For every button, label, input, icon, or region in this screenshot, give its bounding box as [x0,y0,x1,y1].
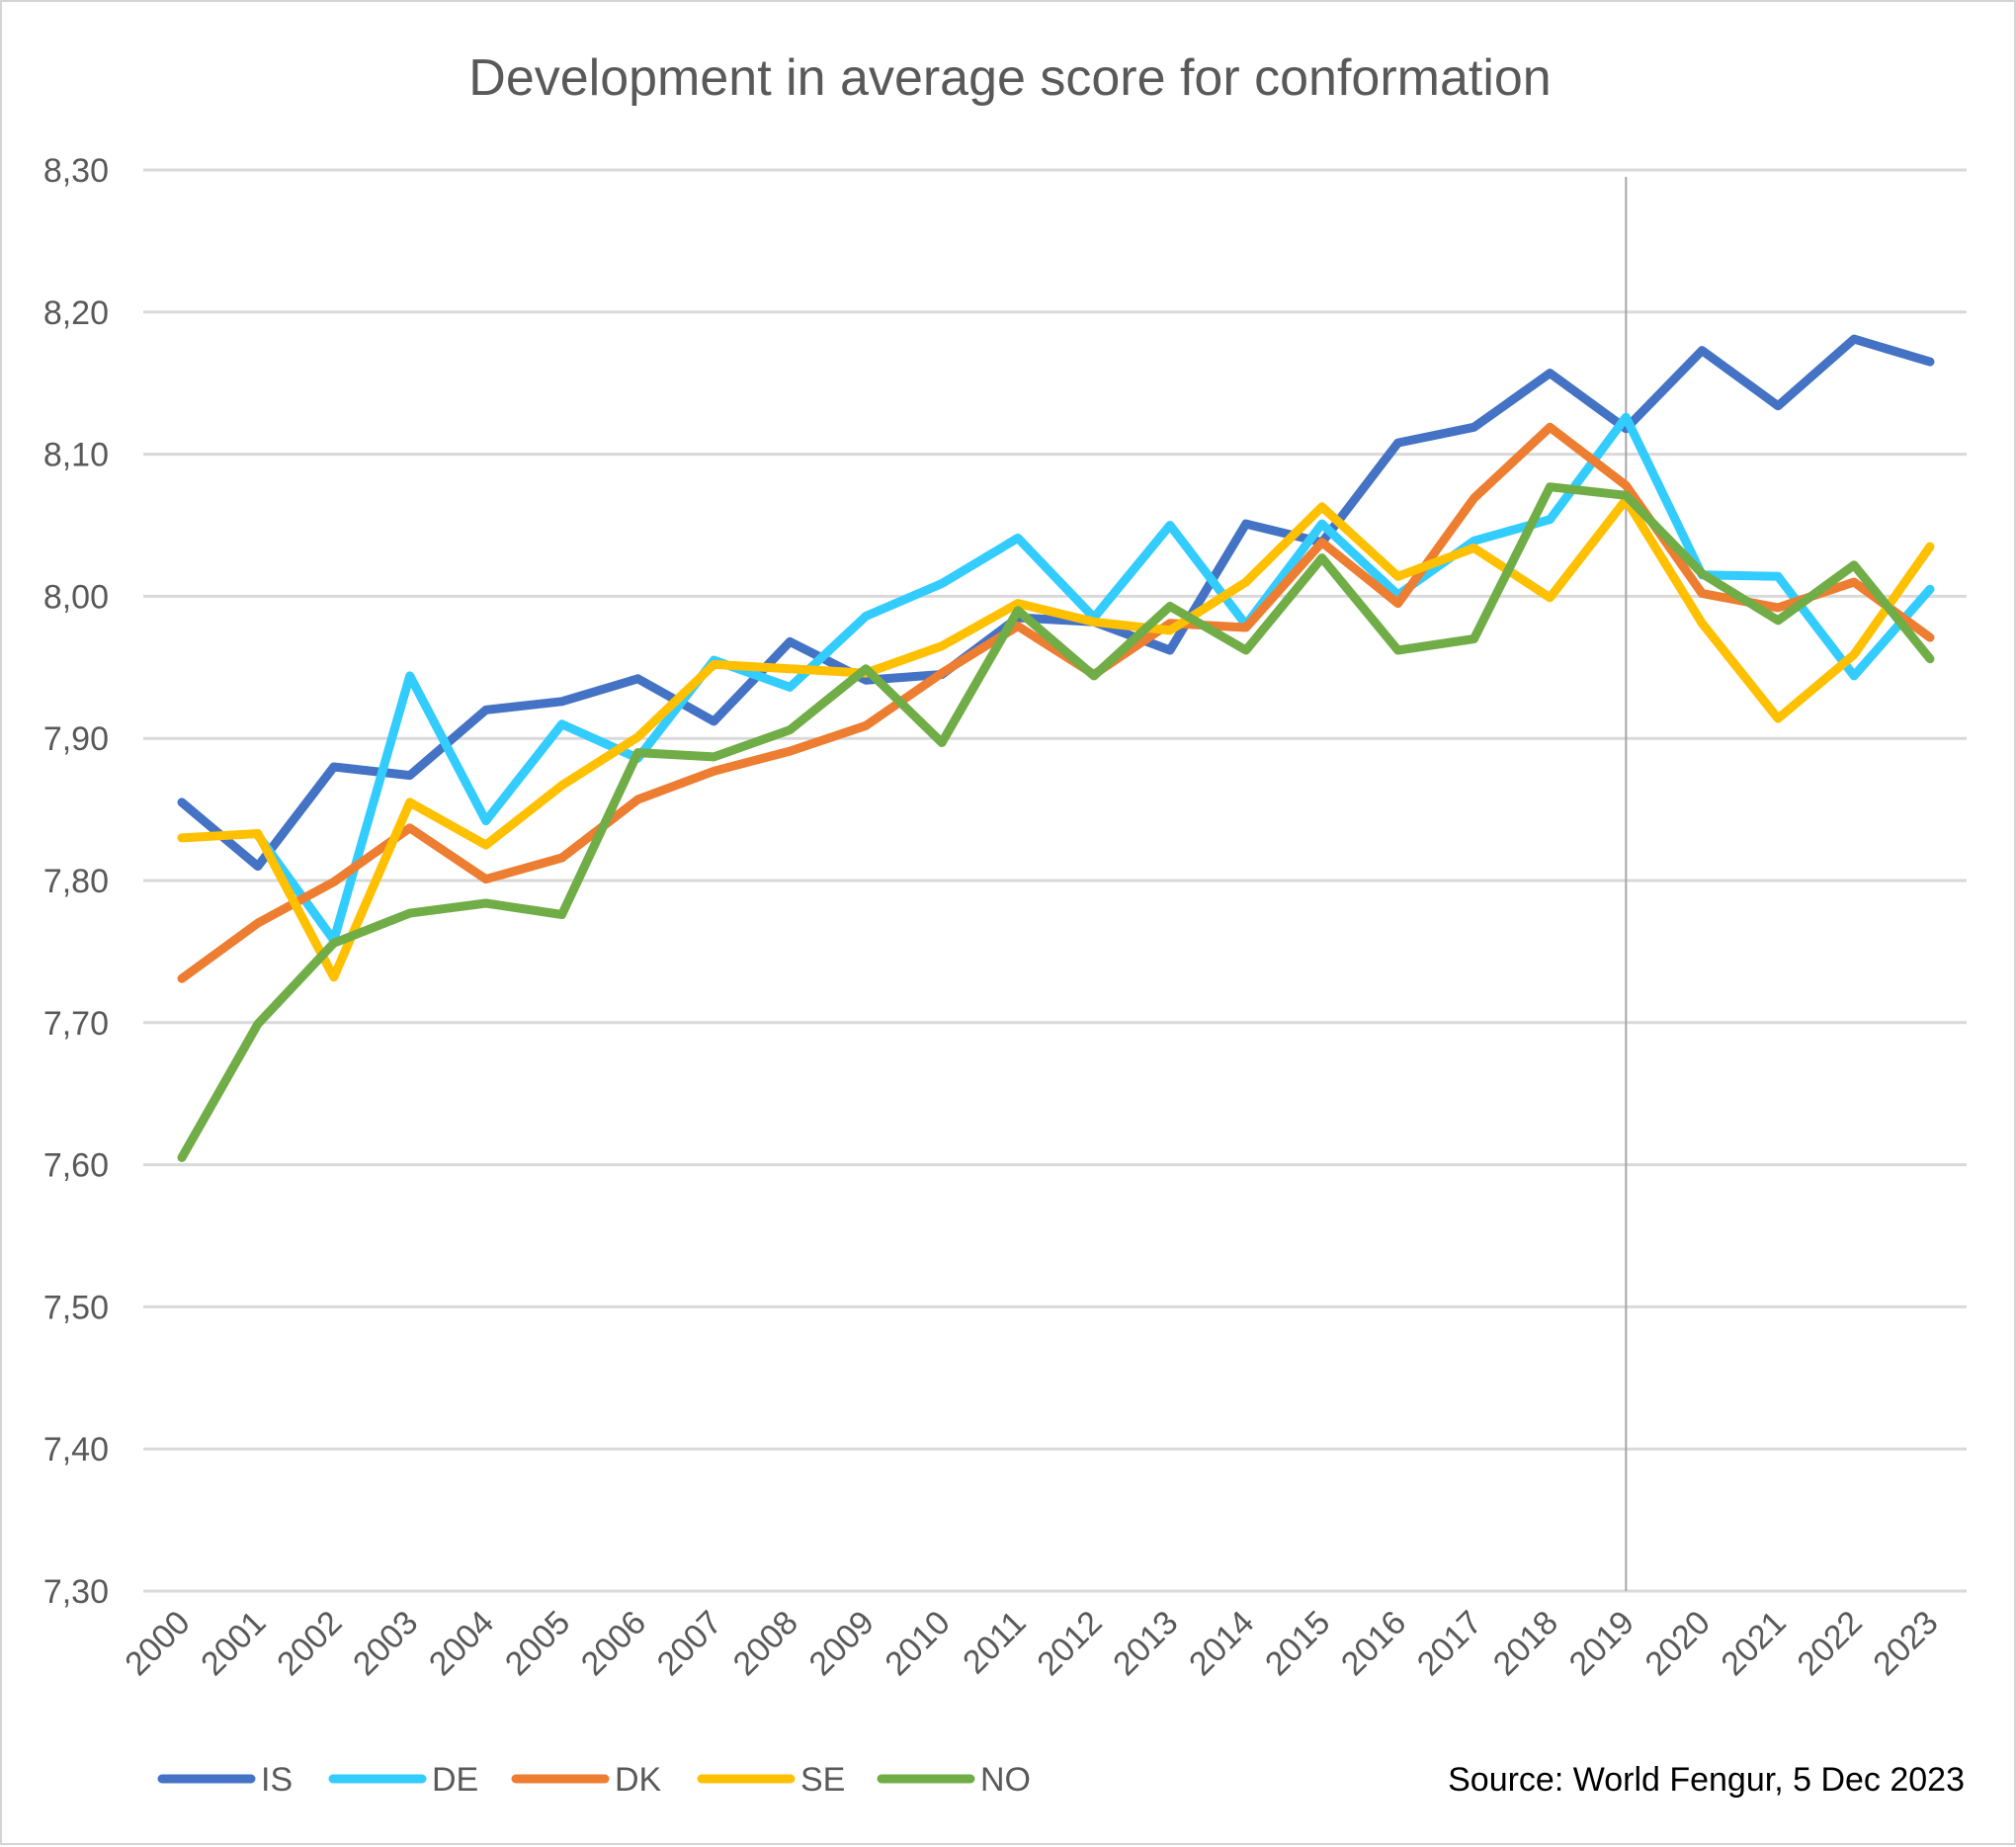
legend-label-no: NO [980,1761,1031,1799]
x-tick-label: 2007 [650,1604,729,1683]
x-tick-label: 2006 [574,1604,653,1683]
x-tick-label: 2001 [194,1604,273,1683]
x-tick-label: 2019 [1562,1604,1641,1683]
gridlines [143,168,1967,1593]
x-tick-label: 2016 [1334,1604,1413,1683]
x-tick-label: 2000 [118,1604,197,1683]
x-tick-label: 2015 [1258,1604,1337,1683]
x-tick-label: 2021 [1714,1604,1793,1683]
x-tick-label: 2008 [726,1604,805,1683]
y-tick-label: 7,80 [43,863,109,900]
x-tick-label: 2009 [802,1604,882,1683]
x-axis-tick-labels: 2000200120022003200420052006200720082009… [118,1604,1945,1683]
y-tick-label: 7,50 [43,1289,109,1326]
y-tick-label: 8,20 [43,294,109,332]
series-line-is [177,334,1935,872]
x-tick-label: 2018 [1486,1604,1565,1683]
legend: IS DE DK SE NO [157,1761,1031,1799]
legend-label-is: IS [261,1761,293,1799]
x-tick-label: 2011 [956,1604,1034,1682]
y-axis-tick-labels: 7,30 7,40 7,50 7,60 7,70 7,80 7,90 8,00 8,10 8,20… [43,152,109,1611]
y-tick-label: 7,30 [43,1573,109,1611]
y-tick-label: 7,60 [43,1147,109,1185]
x-tick-label: 2017 [1410,1604,1489,1683]
y-tick-label: 7,40 [43,1431,109,1469]
legend-label-de: DE [432,1761,478,1799]
x-tick-label: 2005 [498,1604,577,1683]
series-lines [177,334,1935,1162]
y-tick-label: 7,70 [43,1005,109,1043]
x-tick-label: 2020 [1638,1604,1718,1683]
y-tick-label: 8,30 [43,152,109,190]
x-tick-label: 2010 [878,1604,957,1683]
legend-label-dk: DK [615,1761,662,1799]
x-tick-label: 2002 [270,1604,349,1683]
x-tick-label: 2014 [1182,1604,1261,1683]
x-tick-label: 2013 [1106,1604,1185,1683]
chart-title: Development in average score for conform… [468,49,1551,107]
y-tick-label: 8,10 [43,437,109,474]
series-line-no [177,482,1935,1162]
x-tick-label: 2003 [346,1604,425,1683]
x-tick-label: 2022 [1790,1604,1869,1683]
series-line-se [177,495,1935,982]
x-tick-label: 2023 [1866,1604,1945,1683]
y-tick-label: 7,90 [43,720,109,758]
source-note: Source: World Fengur, 5 Dec 2023 [1448,1761,1965,1799]
legend-label-se: SE [800,1761,845,1799]
x-tick-label: 2004 [422,1604,501,1683]
x-tick-label: 2012 [1030,1604,1109,1683]
y-tick-label: 8,00 [43,578,109,616]
